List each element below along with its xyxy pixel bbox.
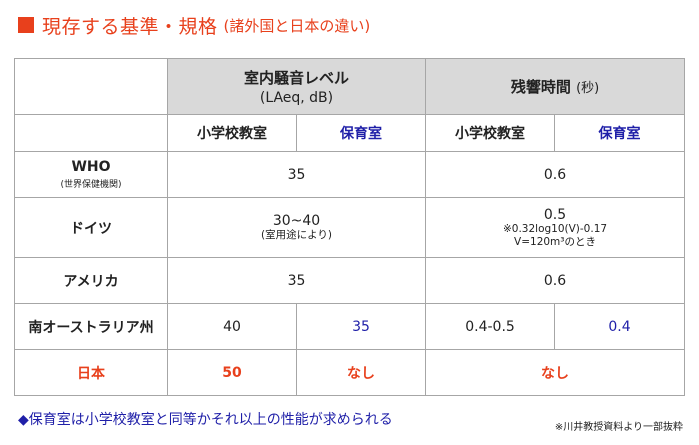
row-name-who: WHO (世界保健機関) (14, 151, 168, 198)
usa-noise: 35 (166, 257, 427, 304)
table-row: アメリカ 35 0.6 (14, 257, 686, 304)
japan-noise-nursery: なし (295, 349, 427, 396)
who-noise: 35 (166, 151, 427, 198)
row-sublabel: (世界保健機関) (60, 180, 122, 190)
footer-note: ◆保育室は小学校教室と同等かそれ以上の性能が求められる (18, 412, 393, 428)
noise-group-header: 室内騒音レベル (LAeq, dB) (166, 58, 427, 115)
title-square-icon (18, 17, 34, 33)
source-note: ※川井教授資料より一部抜粋 (554, 422, 683, 433)
japan-noise-school: 50 (167, 349, 297, 396)
corner-cell-2 (14, 114, 168, 152)
table-row: 日本 50 なし なし (14, 349, 686, 396)
germany-noise: 30~40 (室用途により) (166, 197, 427, 258)
row-name-germany: ドイツ (14, 197, 168, 258)
row-name-usa: アメリカ (14, 257, 168, 304)
subheader-noise-nursery: 保育室 (295, 114, 427, 152)
table-row: WHO (世界保健機関) 35 0.6 (14, 151, 686, 198)
sa-noise-nursery: 35 (295, 303, 427, 350)
sa-reverb-nursery: 0.4 (554, 303, 686, 350)
germany-reverb: 0.5 ※0.32log10(V)-0.17 V=120m³のとき (425, 197, 686, 258)
reverb-group-header: 残響時間 (秒) (425, 58, 686, 115)
subheader-reverb-nursery: 保育室 (554, 114, 686, 152)
subheader-noise-school: 小学校教室 (167, 114, 297, 152)
row-name-japan: 日本 (14, 349, 168, 396)
standards-table: 室内騒音レベル (LAeq, dB) 残響時間 (秒) 小学校教室 保育室 小学… (14, 58, 686, 396)
table-row: 南オーストラリア州 40 35 0.4-0.5 0.4 (14, 303, 686, 350)
germany-reverb-formula: ※0.32log10(V)-0.17 (502, 222, 608, 235)
corner-cell (14, 58, 168, 115)
who-reverb: 0.6 (425, 151, 686, 198)
noise-header-unit: (LAeq, dB) (259, 90, 334, 106)
title-sub: (諸外国と日本の違い) (223, 16, 371, 35)
noise-header-label: 室内騒音レベル (244, 69, 350, 87)
reverb-header-label: 残響時間 (510, 78, 571, 96)
germany-reverb-condition: V=120m³のとき (514, 235, 596, 248)
reverb-header-unit: (秒) (576, 81, 600, 96)
title-main: 現存する基準・規格 (42, 15, 218, 38)
germany-noise-note: (室用途により) (261, 229, 332, 241)
usa-reverb: 0.6 (425, 257, 686, 304)
sa-reverb-school: 0.4-0.5 (425, 303, 556, 350)
germany-noise-value: 30~40 (272, 213, 321, 229)
row-label: WHO (71, 159, 111, 175)
japan-reverb: なし (425, 349, 686, 396)
table-row: ドイツ 30~40 (室用途により) 0.5 ※0.32log10(V)-0.1… (14, 197, 686, 258)
germany-reverb-value: 0.5 (543, 206, 567, 223)
subheader-reverb-school: 小学校教室 (425, 114, 556, 152)
page-title: 現存する基準・規格 (諸外国と日本の違い) (18, 10, 370, 40)
sa-noise-school: 40 (167, 303, 297, 350)
row-name-south-australia: 南オーストラリア州 (14, 303, 168, 350)
